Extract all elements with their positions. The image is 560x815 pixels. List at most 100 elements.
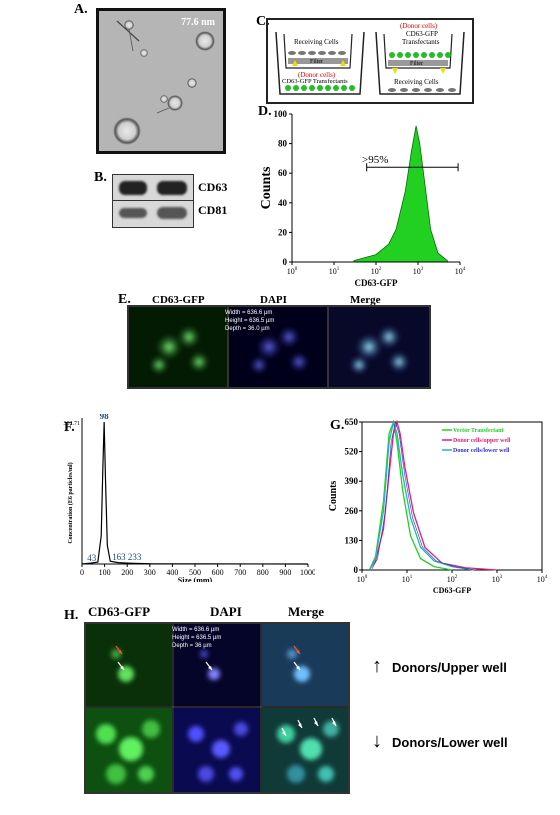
d-xlabel: CD63-GFP bbox=[355, 278, 398, 288]
panel-h-label: H. bbox=[64, 608, 79, 623]
h-title-gfp: CD63-GFP bbox=[88, 604, 151, 619]
right-filter: Filter bbox=[410, 61, 423, 67]
e-meta-depth: Depth = 36.0 µm bbox=[225, 326, 270, 332]
f-xtick-label-9: 900 bbox=[279, 568, 291, 577]
d-xtick-label-0: 100 bbox=[287, 267, 298, 276]
panel-e-label: E. bbox=[118, 292, 131, 307]
left-donor: (Donor cells) bbox=[298, 71, 336, 79]
blot-label-cd81: CD81 bbox=[198, 203, 228, 217]
f-ylabel: Concentration (E6 particles/ml) bbox=[67, 462, 74, 543]
band-cd81-2 bbox=[157, 207, 187, 219]
g-legend-2: Donor cells/lower well bbox=[453, 448, 510, 454]
e-meta-height: Height = 636.5 µm bbox=[225, 318, 275, 324]
g-xtick-label-0: 100 bbox=[357, 575, 368, 584]
d-xtick-label-2: 102 bbox=[371, 267, 382, 276]
g-legend-1: Donor cells/upper well bbox=[453, 438, 511, 444]
g-ylabel: Counts bbox=[328, 481, 339, 512]
e-title-dapi: DAPI bbox=[260, 294, 287, 306]
left-filter: Filter bbox=[310, 59, 323, 65]
d-ylabel: Counts bbox=[259, 166, 274, 209]
g-xtick-label-2: 102 bbox=[447, 575, 458, 584]
g-ytick-label-0: 0 bbox=[354, 565, 359, 575]
band-cd81-1 bbox=[119, 208, 147, 218]
d-ytick-label-1: 20 bbox=[278, 227, 288, 237]
f-xlabel: Size (mm) bbox=[178, 576, 213, 582]
band-cd63-1 bbox=[119, 181, 147, 195]
left-transfectants: CD63-GFP Transfectants bbox=[282, 78, 348, 85]
h-lower-label: Donors/Lower well bbox=[392, 735, 508, 750]
f-xtick-label-5: 500 bbox=[189, 568, 201, 577]
f-ymax-label: 302.71 bbox=[64, 421, 81, 427]
h-upper-label: Donors/Upper well bbox=[392, 660, 507, 675]
f-peak-163: 163 bbox=[112, 552, 126, 562]
d-ytick-label-0: 0 bbox=[283, 257, 288, 267]
panel-d-label: D. bbox=[258, 104, 272, 119]
g-xtick-label-3: 103 bbox=[492, 575, 503, 584]
g-xtick-label-4: 104 bbox=[537, 575, 548, 584]
f-xtick-label-7: 700 bbox=[234, 568, 246, 577]
panel-f-label: F. bbox=[64, 420, 75, 435]
confocal-h-image bbox=[86, 624, 348, 792]
left-receiving-cells: Receiving Cells bbox=[294, 38, 339, 46]
g-series-2 bbox=[369, 419, 474, 571]
confocal-e: Width = 636.6 µm Height = 636.5 µm Depth… bbox=[127, 305, 431, 389]
g-xlabel: CD63-GFP bbox=[433, 586, 471, 594]
d-xtick-label-3: 103 bbox=[413, 267, 424, 276]
e-title-merge: Merge bbox=[350, 294, 381, 306]
g-ytick-label-4: 520 bbox=[345, 447, 359, 457]
h-meta-depth: Depth = 36 µm bbox=[172, 643, 212, 649]
h-title-merge: Merge bbox=[288, 604, 325, 619]
f-xtick-label-10: 1000 bbox=[300, 568, 315, 577]
g-ytick-label-2: 260 bbox=[345, 506, 359, 516]
f-xtick-label-4: 400 bbox=[166, 568, 178, 577]
western-blot bbox=[112, 174, 194, 228]
f-peak-43: 43 bbox=[87, 553, 97, 563]
tem-micrograph: 77.6 nm bbox=[96, 8, 226, 154]
f-xtick-label-1: 100 bbox=[99, 568, 111, 577]
h-title-dapi: DAPI bbox=[210, 604, 242, 619]
d-ytick-label-3: 60 bbox=[278, 168, 288, 178]
g-xtick-label-1: 101 bbox=[402, 575, 413, 584]
f-peak-98: 98 bbox=[100, 414, 110, 421]
h-meta-height: Height = 636.5 µm bbox=[172, 635, 222, 641]
transwell-schematic: Receiving Cells Filter (Donor cells) CD6… bbox=[266, 18, 474, 104]
g-ytick-label-5: 650 bbox=[345, 417, 359, 427]
h-meta-width: Width = 636.6 µm bbox=[172, 627, 220, 633]
e-title-gfp: CD63-GFP bbox=[152, 294, 205, 306]
g-series-2-shadow bbox=[371, 420, 476, 571]
d-annot: >95% bbox=[362, 154, 388, 166]
transwell-drawing bbox=[275, 31, 465, 95]
d-ytick-label-2: 40 bbox=[278, 198, 288, 208]
f-xtick-label-2: 200 bbox=[121, 568, 133, 577]
band-cd63-2 bbox=[157, 181, 187, 195]
f-xtick-label-8: 800 bbox=[257, 568, 269, 577]
d-histogram-area bbox=[353, 125, 448, 263]
down-arrow-icon: ↓ bbox=[372, 730, 382, 752]
confocal-h: Width = 636.6 µm Height = 636.5 µm Depth… bbox=[84, 622, 350, 794]
scale-label: 77.6 nm bbox=[181, 17, 215, 28]
right-transfectants: Transfectants bbox=[402, 38, 440, 46]
g-ytick-label-3: 390 bbox=[345, 476, 359, 486]
tem-image bbox=[99, 11, 223, 151]
confocal-e-image bbox=[129, 307, 429, 387]
f-peak-233: 233 bbox=[128, 552, 142, 562]
g-series-0 bbox=[369, 419, 453, 571]
f-xtick-label-6: 600 bbox=[212, 568, 224, 577]
right-cd63gfp: CD63-GFP bbox=[406, 30, 438, 38]
d-ytick-label-4: 80 bbox=[278, 139, 288, 149]
g-ytick-label-1: 130 bbox=[345, 535, 359, 545]
d-ytick-label-5: 100 bbox=[274, 109, 288, 119]
e-meta-width: Width = 636.6 µm bbox=[225, 310, 273, 316]
f-size-line bbox=[81, 421, 309, 565]
right-receiving-cells: Receiving Cells bbox=[394, 78, 439, 86]
blot-label-cd63: CD63 bbox=[198, 180, 228, 194]
right-donor: (Donor cells) bbox=[400, 22, 438, 30]
panel-g-label: G. bbox=[330, 418, 345, 433]
chart-f: 0 100 200 300 400 500 600 700 800 900 1000 Size (mm… bbox=[64, 414, 316, 582]
chart-g: 0 130 260 390 520 650 100 101 102 103 104 CD63-GFP C… bbox=[328, 417, 548, 594]
g-legend-0: Vector Transfectant bbox=[453, 428, 504, 434]
d-xtick-label-1: 101 bbox=[329, 267, 340, 276]
panel-a-label: A. bbox=[74, 2, 88, 17]
d-xtick-label-4: 104 bbox=[455, 267, 466, 276]
f-xtick-label-0: 0 bbox=[80, 568, 84, 577]
